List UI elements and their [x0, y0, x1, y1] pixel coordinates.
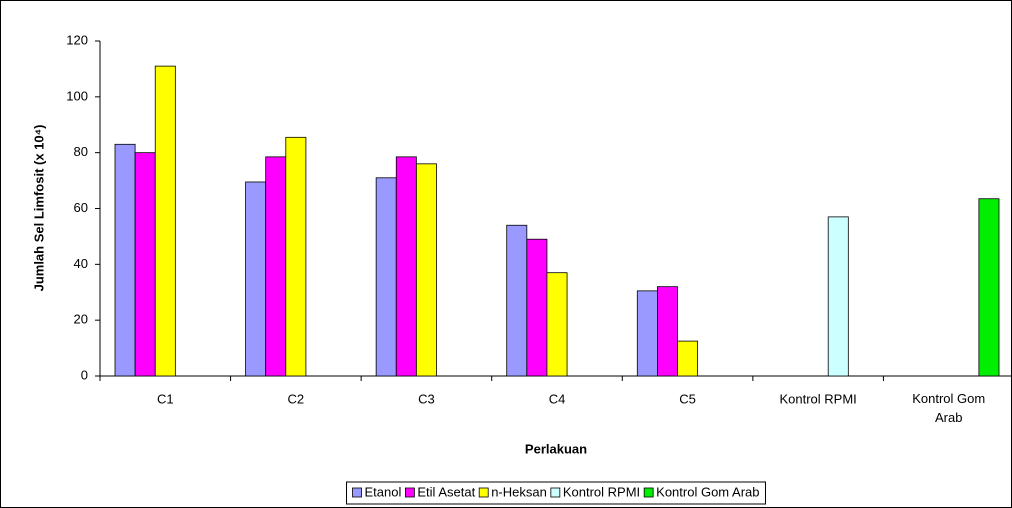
y-tick-label: 120: [66, 32, 88, 47]
legend-label: Kontrol RPMI: [563, 484, 640, 499]
x-axis-label: Perlakuan: [525, 441, 587, 456]
x-tick-label: C5: [679, 391, 696, 406]
bar: [657, 286, 678, 377]
legend-swatch: [352, 487, 362, 498]
y-tick-label: 20: [74, 312, 88, 327]
bar: [636, 290, 658, 377]
bar: [506, 224, 528, 377]
legend-label: Kontrol Gom Arab: [656, 484, 759, 499]
legend-swatch: [643, 487, 654, 498]
x-tick-label: C2: [288, 391, 305, 406]
bar: [546, 272, 568, 377]
x-tick-label: C1: [157, 391, 174, 406]
bar: [415, 163, 437, 377]
x-tick-label: C4: [549, 391, 566, 406]
x-tick-label: Kontrol Gom Arab: [912, 391, 985, 425]
y-tick-label: 60: [74, 200, 88, 215]
bar: [285, 136, 307, 377]
bar: [526, 238, 548, 377]
legend-swatch: [404, 487, 415, 498]
legend: Etanol Etil Asetat n-Heksan Kontrol RPMI Kon…: [346, 481, 766, 505]
legend-label: Etanol: [365, 484, 402, 499]
x-tick-label: C3: [418, 391, 435, 406]
bar: [154, 65, 176, 377]
y-tick-label: 80: [74, 144, 88, 159]
y-tick-label: 100: [66, 88, 88, 103]
bar: [265, 156, 287, 377]
y-tick-label: 0: [81, 367, 88, 382]
legend-swatch: [478, 487, 489, 498]
bar: [978, 198, 1000, 377]
bar: [375, 177, 397, 377]
y-tick-label: 40: [74, 256, 88, 271]
bar: [677, 340, 699, 377]
x-tick-label: Kontrol RPMI: [779, 391, 856, 406]
bar: [395, 156, 417, 377]
legend-swatch: [550, 487, 561, 498]
legend-label: n-Heksan: [491, 484, 547, 499]
bar: [245, 181, 267, 377]
bar: [827, 216, 849, 377]
bar: [114, 143, 136, 377]
y-axis-label: Jumlah Sel Limfosit (x 10⁴): [31, 125, 46, 292]
bar: [134, 152, 156, 377]
legend-label: Etil Asetat: [417, 484, 475, 499]
